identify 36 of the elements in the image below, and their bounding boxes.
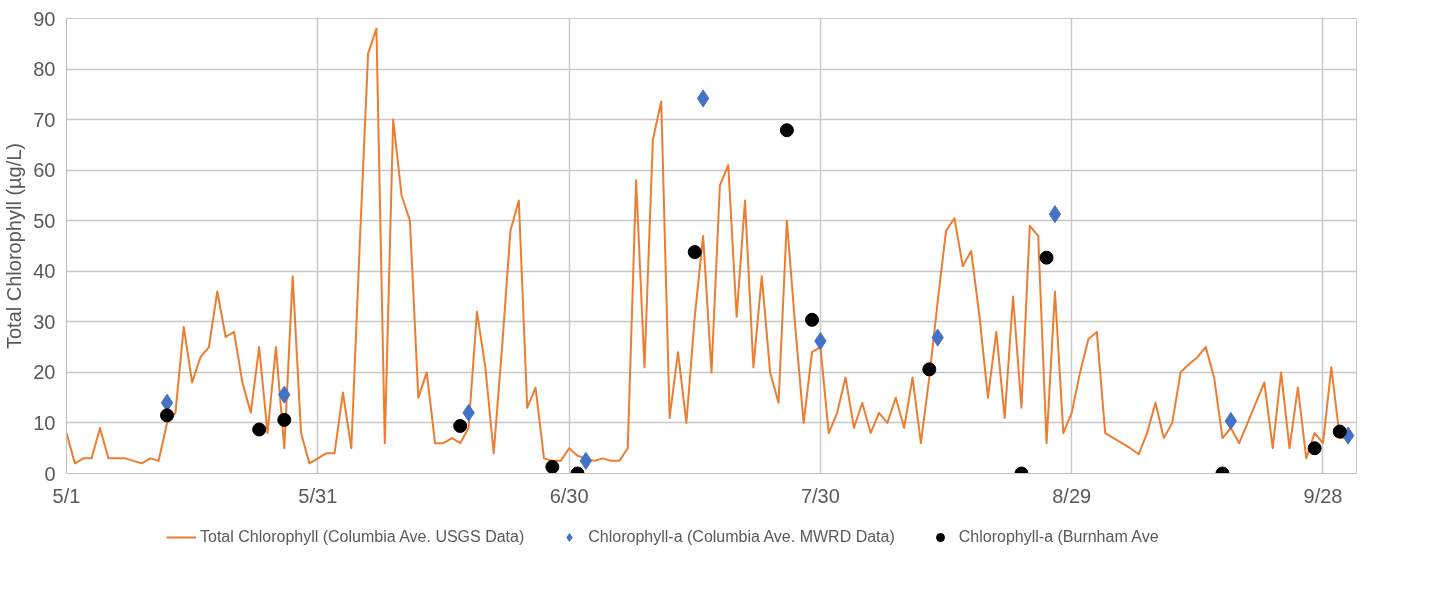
y-tick-label: 50 [33,209,56,232]
y-tick-label: 80 [33,58,56,81]
y-tick-label: 10 [33,411,56,434]
point [545,459,560,474]
x-tick-label: 6/30 [549,484,589,507]
y-tick-label: 70 [33,108,56,131]
y-tick-label: 90 [33,7,56,30]
point [1332,424,1347,439]
point [779,123,794,138]
point [1224,411,1238,430]
legend-label: Chlorophyll-a (Columbia Ave. MWRD Data) [588,528,895,546]
point [1048,205,1062,224]
y-axis-title: Total Chlorophyll (µg/L) [3,142,26,350]
point [453,418,468,433]
point [252,422,267,437]
point [922,362,937,377]
point [1039,250,1054,265]
y-tick-label: 60 [33,159,56,182]
point [579,451,593,470]
point [696,89,710,108]
y-tick-label: 30 [33,310,56,333]
point [1307,441,1322,456]
x-tick-label: 5/1 [52,484,81,507]
point [277,412,292,427]
point [160,408,175,423]
y-tick-label: 0 [44,462,56,485]
point [805,312,820,327]
point [687,245,702,260]
x-tick-label: 7/30 [800,484,840,507]
legend-label: Total Chlorophyll (Columbia Ave. USGS Data) [200,528,525,546]
x-tick-label: 5/31 [298,484,338,507]
x-tick-label: 8/29 [1052,484,1092,507]
y-tick-label: 20 [33,361,56,384]
legend-label: Chlorophyll-a (Burnham Ave [958,528,1159,546]
y-tick-label: 40 [33,260,56,283]
x-tick-label: 9/28 [1303,484,1343,507]
